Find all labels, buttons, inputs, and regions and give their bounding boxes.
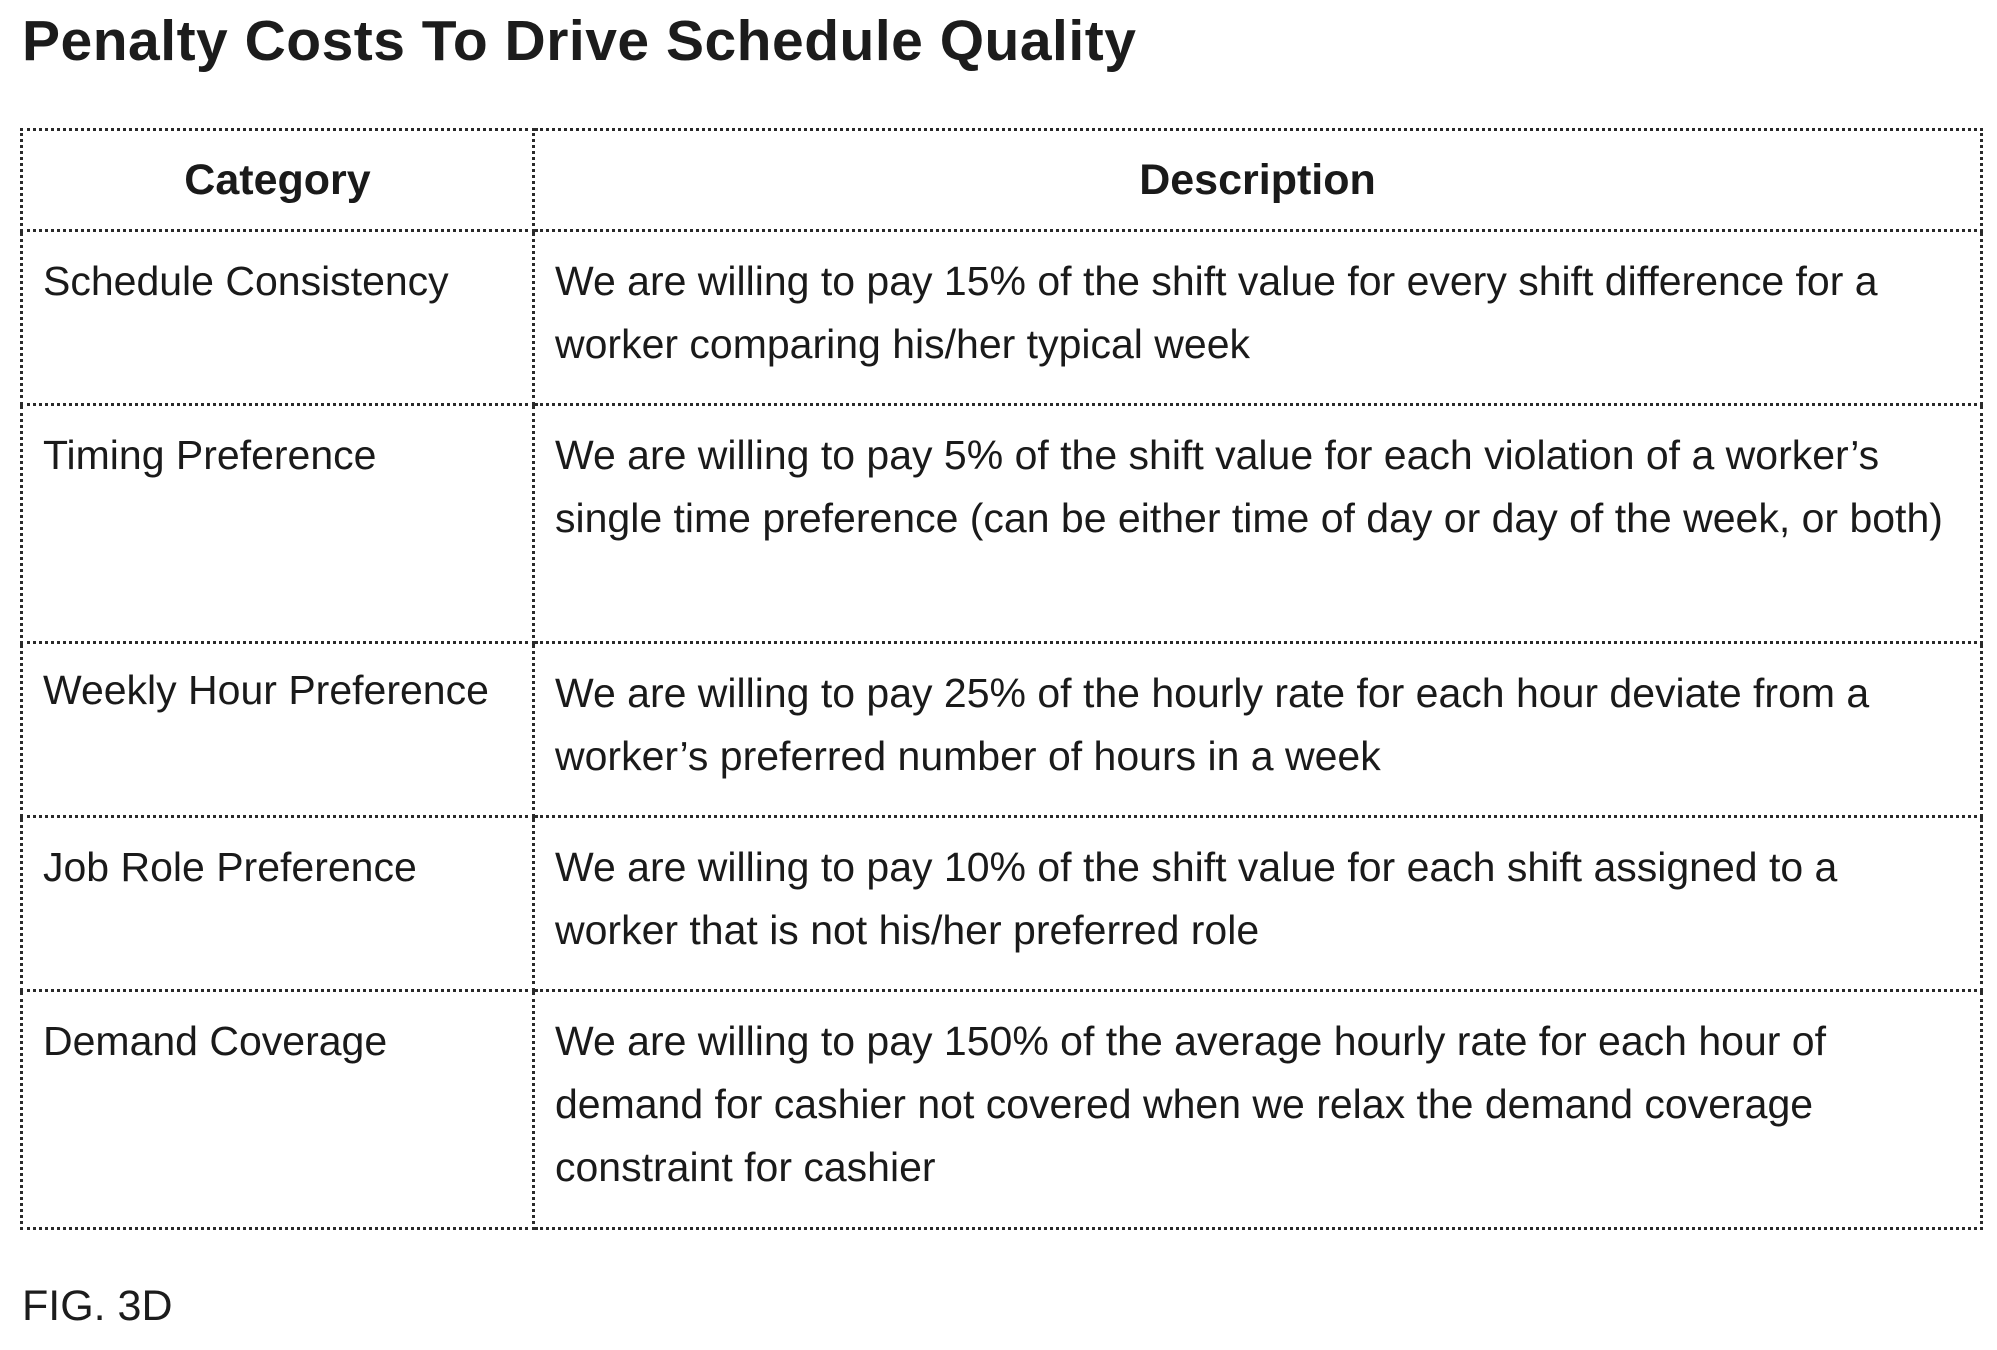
category-cell: Weekly Hour Preference <box>20 641 535 818</box>
description-cell: We are willing to pay 5% of the shift va… <box>532 403 1983 644</box>
table-row: Demand Coverage We are willing to pay 15… <box>20 989 1983 1230</box>
penalty-table-container: Category Description Schedule Consistenc… <box>20 128 1983 1230</box>
category-cell: Job Role Preference <box>20 815 535 992</box>
description-cell: We are willing to pay 15% of the shift v… <box>532 229 1983 406</box>
table-row: Schedule Consistency We are willing to p… <box>20 229 1983 406</box>
table-row: Job Role Preference We are willing to pa… <box>20 815 1983 992</box>
column-header-description: Description <box>532 128 1983 232</box>
description-cell: We are willing to pay 150% of the averag… <box>532 989 1983 1230</box>
category-cell: Timing Preference <box>20 403 535 644</box>
description-cell: We are willing to pay 10% of the shift v… <box>532 815 1983 992</box>
figure-label: FIG. 3D <box>22 1282 173 1330</box>
table-row: Timing Preference We are willing to pay … <box>20 403 1983 644</box>
description-cell: We are willing to pay 25% of the hourly … <box>532 641 1983 818</box>
category-cell: Schedule Consistency <box>20 229 535 406</box>
page-title: Penalty Costs To Drive Schedule Quality <box>22 9 1137 73</box>
penalty-table: Category Description Schedule Consistenc… <box>20 128 1983 1230</box>
table-row: Weekly Hour Preference We are willing to… <box>20 641 1983 818</box>
table-header-row: Category Description <box>20 128 1983 232</box>
column-header-category: Category <box>20 128 535 232</box>
category-cell: Demand Coverage <box>20 989 535 1230</box>
